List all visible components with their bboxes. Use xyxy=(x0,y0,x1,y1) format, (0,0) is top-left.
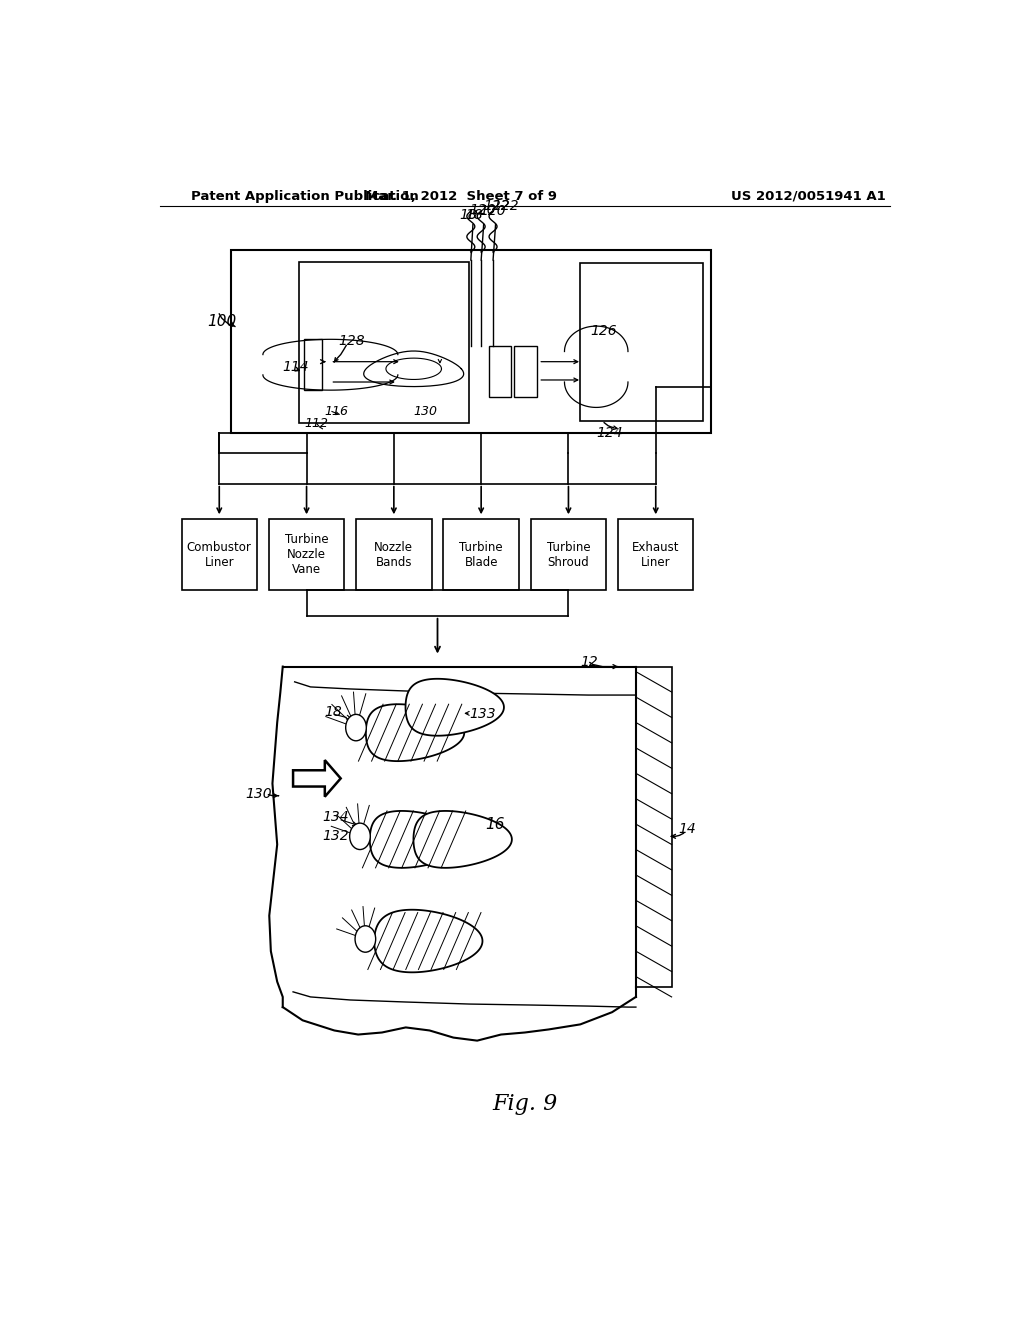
Text: 124: 124 xyxy=(596,426,623,440)
Polygon shape xyxy=(414,810,512,867)
Text: 133: 133 xyxy=(469,708,496,721)
FancyBboxPatch shape xyxy=(489,346,511,397)
Text: 130: 130 xyxy=(246,787,272,801)
Text: 120: 120 xyxy=(469,203,496,218)
Text: 126: 126 xyxy=(591,325,617,338)
Text: Turbine
Shroud: Turbine Shroud xyxy=(547,541,590,569)
Circle shape xyxy=(346,714,367,741)
Text: 130: 130 xyxy=(414,405,437,418)
Text: 16: 16 xyxy=(485,817,505,832)
Polygon shape xyxy=(406,678,504,735)
Text: Mar. 1, 2012  Sheet 7 of 9: Mar. 1, 2012 Sheet 7 of 9 xyxy=(366,190,557,202)
FancyBboxPatch shape xyxy=(514,346,537,397)
Text: 122: 122 xyxy=(493,199,519,213)
Text: 134: 134 xyxy=(323,810,349,824)
Text: Combustor
Liner: Combustor Liner xyxy=(186,541,252,569)
FancyBboxPatch shape xyxy=(356,519,431,590)
Polygon shape xyxy=(374,909,482,973)
Text: 14: 14 xyxy=(678,822,695,837)
Text: 100: 100 xyxy=(207,314,237,329)
FancyBboxPatch shape xyxy=(304,339,322,391)
Text: 18: 18 xyxy=(460,209,477,222)
Text: 128: 128 xyxy=(338,334,365,348)
Text: 12: 12 xyxy=(581,655,598,668)
Text: 116: 116 xyxy=(325,405,349,418)
Circle shape xyxy=(349,824,371,850)
Text: US 2012/0051941 A1: US 2012/0051941 A1 xyxy=(731,190,886,202)
FancyBboxPatch shape xyxy=(181,519,257,590)
Text: Exhaust
Liner: Exhaust Liner xyxy=(632,541,680,569)
FancyBboxPatch shape xyxy=(269,519,344,590)
Circle shape xyxy=(355,925,376,952)
FancyBboxPatch shape xyxy=(231,249,712,433)
Text: 112: 112 xyxy=(304,417,328,430)
Text: 18: 18 xyxy=(325,705,343,719)
Text: 122: 122 xyxy=(483,199,510,213)
Text: 120: 120 xyxy=(479,205,506,218)
Text: 18: 18 xyxy=(465,209,483,222)
Text: Fig. 9: Fig. 9 xyxy=(493,1093,557,1114)
Polygon shape xyxy=(370,810,468,867)
FancyBboxPatch shape xyxy=(443,519,519,590)
Text: 132: 132 xyxy=(323,829,349,843)
FancyBboxPatch shape xyxy=(530,519,606,590)
Text: Nozzle
Bands: Nozzle Bands xyxy=(375,541,414,569)
Text: Turbine
Blade: Turbine Blade xyxy=(460,541,503,569)
Text: Patent Application Publication: Patent Application Publication xyxy=(191,190,419,202)
FancyBboxPatch shape xyxy=(299,263,469,422)
Text: 114: 114 xyxy=(283,360,309,374)
FancyBboxPatch shape xyxy=(618,519,693,590)
Polygon shape xyxy=(293,760,341,797)
FancyBboxPatch shape xyxy=(581,263,703,421)
Text: Turbine
Nozzle
Vane: Turbine Nozzle Vane xyxy=(285,533,329,577)
Polygon shape xyxy=(366,704,464,762)
